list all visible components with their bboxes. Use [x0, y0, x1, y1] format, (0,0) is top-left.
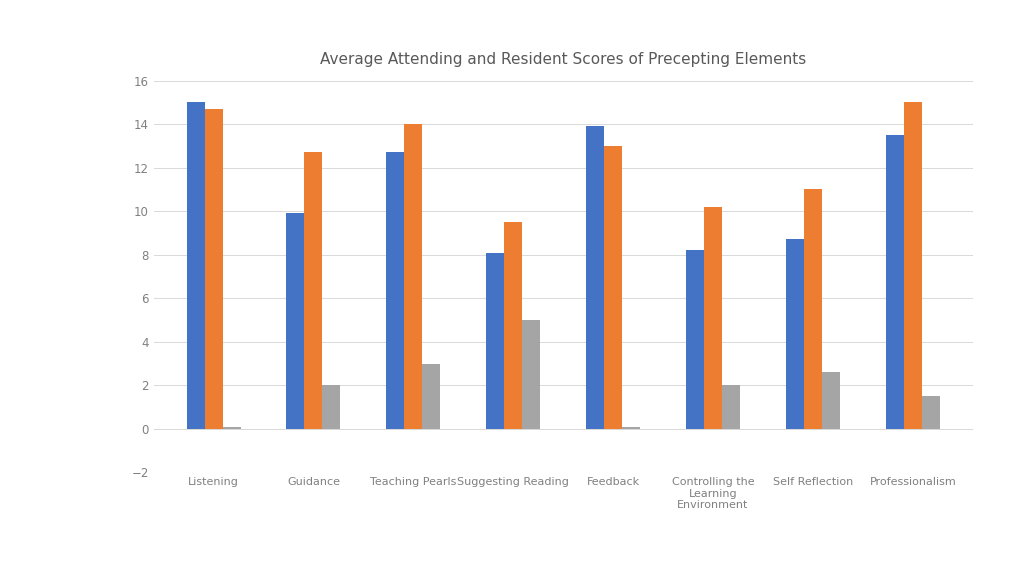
Bar: [287, 213, 304, 429]
Bar: [205, 109, 222, 429]
Bar: [722, 385, 740, 429]
Bar: [222, 427, 241, 429]
Bar: [486, 252, 504, 429]
Bar: [922, 396, 940, 429]
Bar: [804, 190, 822, 429]
Title: Average Attending and Resident Scores of Precepting Elements: Average Attending and Resident Scores of…: [321, 52, 806, 67]
Bar: [404, 124, 422, 429]
Bar: [386, 153, 404, 429]
Bar: [623, 427, 640, 429]
Bar: [904, 103, 922, 429]
Bar: [586, 126, 604, 429]
Bar: [705, 207, 722, 429]
Bar: [522, 320, 541, 429]
Bar: [604, 146, 623, 429]
Bar: [886, 135, 904, 429]
Bar: [822, 372, 840, 429]
Bar: [323, 385, 340, 429]
Bar: [504, 222, 522, 429]
Bar: [686, 251, 705, 429]
Bar: [304, 153, 323, 429]
Bar: [422, 363, 440, 429]
Bar: [186, 103, 205, 429]
Bar: [786, 240, 804, 429]
